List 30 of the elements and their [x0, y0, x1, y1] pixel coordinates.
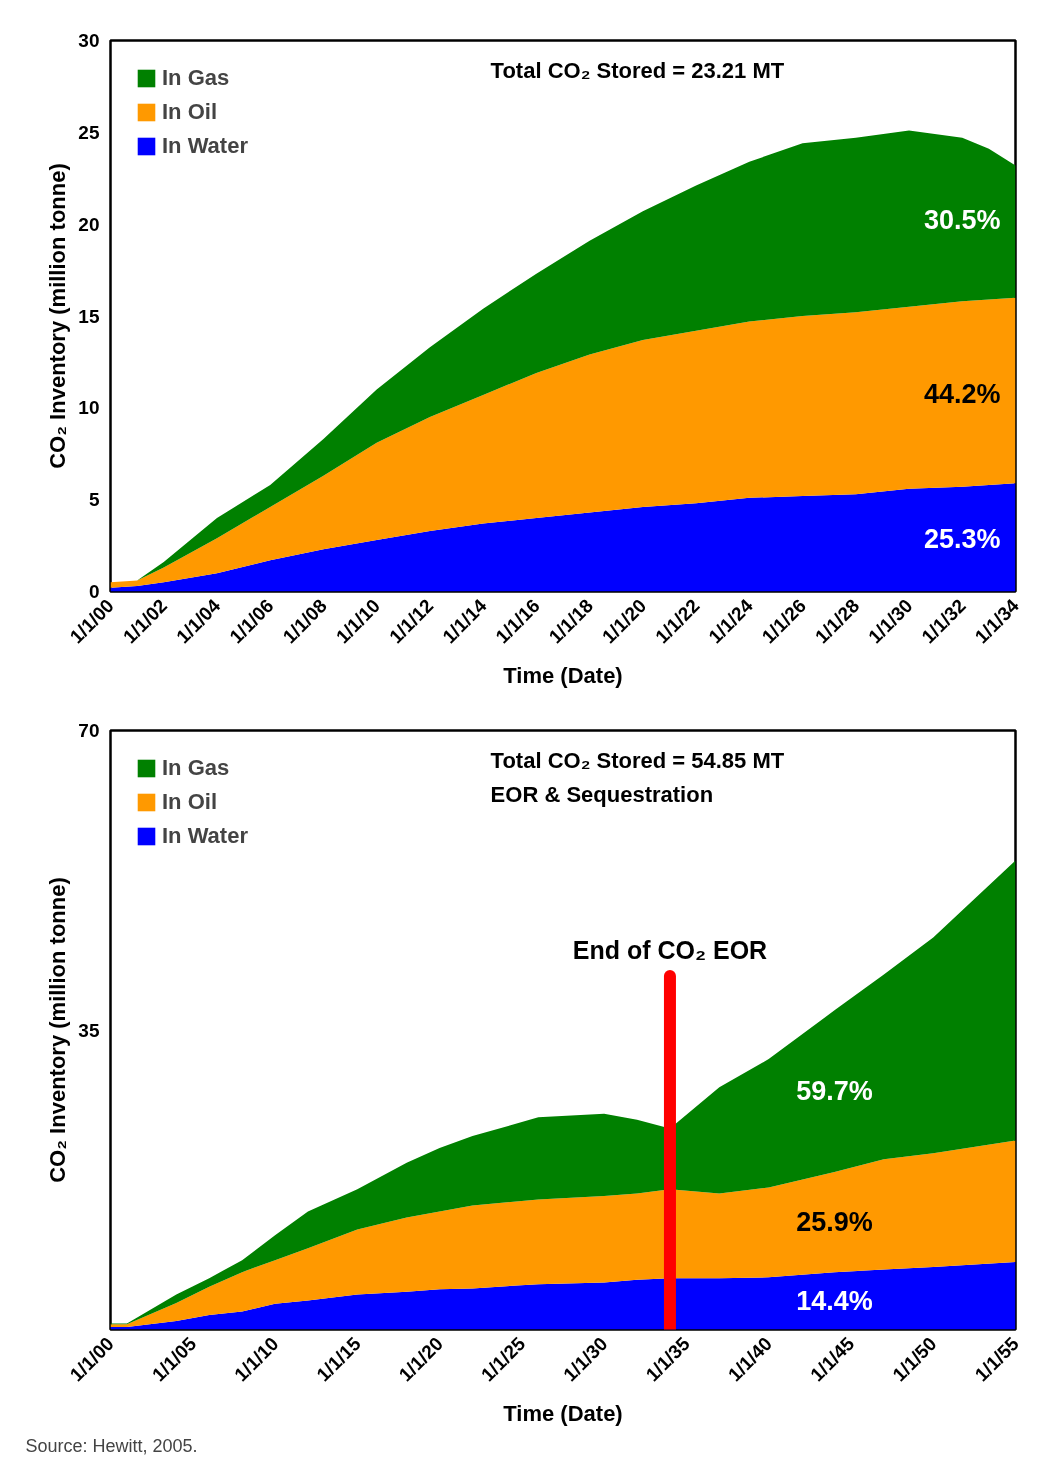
annotation: 25.9% [796, 1207, 873, 1238]
y-tick-label: 10 [78, 397, 100, 419]
annotation: 30.5% [923, 204, 1001, 235]
x-axis-title: Time (Date) [503, 1400, 623, 1426]
annotation: Total CO₂ Stored = 23.21 MT [490, 58, 785, 84]
y-tick-label: 0 [88, 581, 100, 602]
source-note: Source: Hewitt, 2005. [25, 1435, 198, 1456]
y-axis-title: CO₂ Inventory (million tonne) [45, 163, 71, 469]
legend-label: In Gas [162, 65, 230, 91]
ref-line-label: End of CO₂ EOR [572, 936, 768, 965]
legend-label: In Water [162, 133, 248, 159]
x-axis-title: Time (Date) [503, 662, 623, 688]
y-tick-label: 30 [78, 30, 100, 51]
y-tick-label: 20 [78, 213, 100, 235]
legend-label: In Gas [162, 755, 230, 781]
annotation: EOR & Sequestration [490, 782, 714, 808]
y-tick-label: 5 [88, 489, 100, 511]
legend-label: In Water [162, 823, 248, 849]
y-tick-label: 35 [78, 1019, 100, 1041]
annotation: 44.2% [923, 379, 1001, 410]
annotation: 25.3% [923, 524, 1001, 555]
y-tick-label: 25 [78, 121, 100, 143]
y-axis-title: CO₂ Inventory (million tonne) [45, 877, 71, 1183]
y-tick-label: 15 [78, 305, 100, 327]
annotation: 14.4% [796, 1285, 873, 1316]
annotation: 59.7% [796, 1076, 873, 1107]
annotation: Total CO₂ Stored = 54.85 MT [490, 747, 785, 773]
y-tick-label: 70 [78, 720, 100, 741]
legend-label: In Oil [162, 789, 217, 815]
legend-label: In Oil [162, 99, 217, 125]
